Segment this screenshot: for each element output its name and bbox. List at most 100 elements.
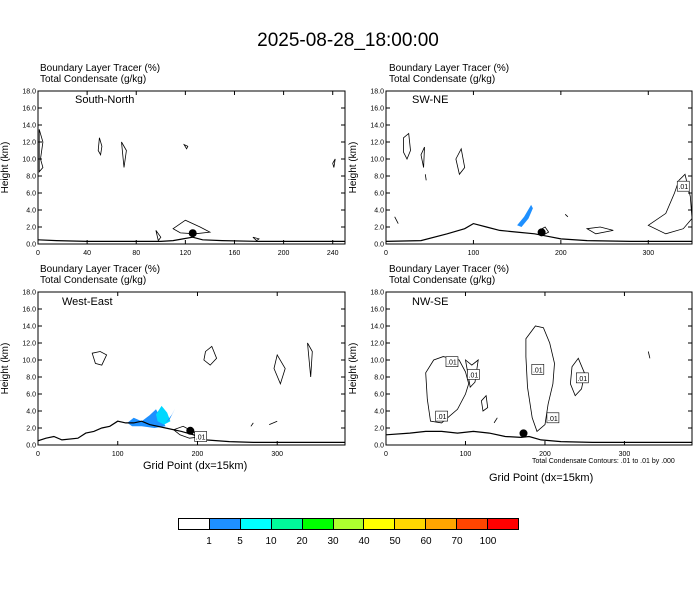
colorbar-swatch: [271, 519, 303, 529]
y-tick-label: 2.0: [26, 225, 36, 232]
y-tick-label: 18.0: [370, 89, 384, 96]
colorbar-swatch: [240, 519, 272, 529]
y-tick-label: 14.0: [22, 123, 36, 130]
y-tick-label: 0.0: [26, 443, 36, 450]
condensate-contour: [332, 158, 336, 168]
y-tick-label: 4.0: [374, 208, 384, 215]
contour-label-box: [467, 369, 480, 380]
contour-label-box: [435, 410, 448, 422]
y-tick-label: 2.0: [374, 426, 384, 433]
y-axis-label: Height (km): [0, 142, 11, 194]
panel-header-sn: Boundary Layer Tracer (%) Total Condensa…: [40, 63, 160, 85]
y-tick-label: 12.0: [22, 140, 36, 147]
condensate-contour: [525, 325, 555, 433]
condensate-contour: [155, 230, 162, 242]
y-tick-label: 10.0: [22, 358, 36, 365]
x-tick-label: 0: [384, 250, 388, 257]
condensate-contour: [121, 141, 127, 168]
condensate-contour: [564, 214, 569, 218]
y-tick-label: 14.0: [370, 324, 384, 331]
condensate-contour: [307, 342, 313, 378]
x-tick-label: 100: [460, 451, 472, 458]
y-tick-label: 16.0: [370, 106, 384, 113]
contour-label: .01: [533, 367, 543, 374]
colorbar: [178, 518, 519, 530]
location-marker: [188, 229, 197, 238]
x-tick-label: 160: [229, 250, 241, 257]
condensate-contour: [203, 345, 218, 366]
contour-label-box: [445, 356, 459, 368]
colorbar-label: 100: [479, 536, 497, 547]
colorbar-label: 30: [327, 536, 339, 547]
x-tick-label: 100: [468, 250, 480, 257]
contour-label: .01: [577, 376, 587, 383]
plot-frame: [385, 90, 693, 245]
header-line-tracer: Boundary Layer Tracer (%): [389, 264, 510, 275]
y-tick-label: 6.0: [26, 191, 36, 198]
condensate-contour: [269, 420, 278, 425]
y-tick-label: 8.0: [374, 375, 384, 382]
panel-header-swne: Boundary Layer Tracer (%) Total Condensa…: [389, 63, 509, 85]
condensate-contour: [425, 356, 470, 424]
region-label-swne: SW-NE: [412, 94, 449, 106]
y-tick-label: 16.0: [22, 106, 36, 113]
panel-we: .01 0.0 2.0 4.0 6.0 8.0 10.0 12.0 14.0 16.0 18.0 0 1…: [0, 290, 346, 458]
x-tick-label: 0: [36, 451, 40, 458]
contour-label: .01: [437, 414, 447, 421]
condensate-contour: [250, 422, 254, 427]
contour-label-box: [576, 372, 589, 384]
y-tick-label: 10.0: [370, 358, 384, 365]
colorbar-label: 70: [451, 536, 463, 547]
condensate-contour: [97, 137, 103, 157]
y-tick-label: 16.0: [370, 307, 384, 314]
x-tick-label: 300: [642, 250, 654, 257]
colorbar-swatch: [179, 519, 210, 529]
y-tick-label: 2.0: [374, 225, 384, 232]
x-tick-label: 40: [83, 250, 91, 257]
terrain-line: [386, 222, 692, 242]
header-line-condensate: Total Condensate (g/kg): [389, 74, 496, 85]
y-axis-label: Height (km): [348, 343, 359, 395]
colorbar-label: 20: [296, 536, 308, 547]
condensate-contour: [647, 351, 651, 359]
y-tick-label: 10.0: [370, 157, 384, 164]
y-tick-label: 14.0: [22, 324, 36, 331]
colorbar-swatch: [209, 519, 241, 529]
y-tick-label: 8.0: [374, 174, 384, 181]
y-axis-label: Height (km): [348, 142, 359, 194]
colorbar-swatch: [457, 519, 489, 529]
y-tick-label: 6.0: [374, 392, 384, 399]
y-tick-label: 8.0: [26, 174, 36, 181]
panel-sn: 0.0 2.0 4.0 6.0 8.0 10.0 12.0 14.0 16.0 18.0 0 40 80…: [0, 89, 346, 257]
condensate-contour: [38, 129, 44, 173]
plot-area: .01 .01 .01 .01 .01 .01: [386, 325, 692, 443]
condensate-contour: [493, 417, 498, 424]
y-tick-label: 10.0: [22, 157, 36, 164]
y-tick-label: 4.0: [26, 409, 36, 416]
plot-frame: [385, 291, 693, 446]
x-tick-label: 0: [384, 451, 388, 458]
condensate-contour: [480, 394, 489, 412]
y-tick-label: 6.0: [374, 191, 384, 198]
region-label-nwse: NW-SE: [412, 296, 449, 308]
y-tick-label: 0.0: [26, 242, 36, 249]
contour-note: Total Condensate Contours: .01 to .01 by…: [532, 458, 675, 465]
colorbar-label: 60: [420, 536, 432, 547]
condensate-contour: [455, 147, 466, 176]
y-axis-label: Height (km): [0, 343, 11, 395]
contour-label: .01: [447, 360, 457, 367]
x-tick-label: 200: [555, 250, 567, 257]
condensate-contour: [172, 219, 212, 235]
x-tick-label: 120: [180, 250, 192, 257]
colorbar-swatch: [302, 519, 334, 529]
colorbar-label: 5: [237, 536, 243, 547]
location-marker: [519, 429, 528, 438]
condensate-contour: [183, 143, 189, 150]
condensate-contour: [252, 236, 260, 242]
colorbar-label: 50: [389, 536, 401, 547]
contour-label-box: [194, 431, 207, 442]
tracer-shading: [156, 405, 171, 425]
colorbar-swatch: [426, 519, 458, 529]
contour-label-box: [531, 364, 545, 375]
location-marker: [186, 426, 195, 435]
